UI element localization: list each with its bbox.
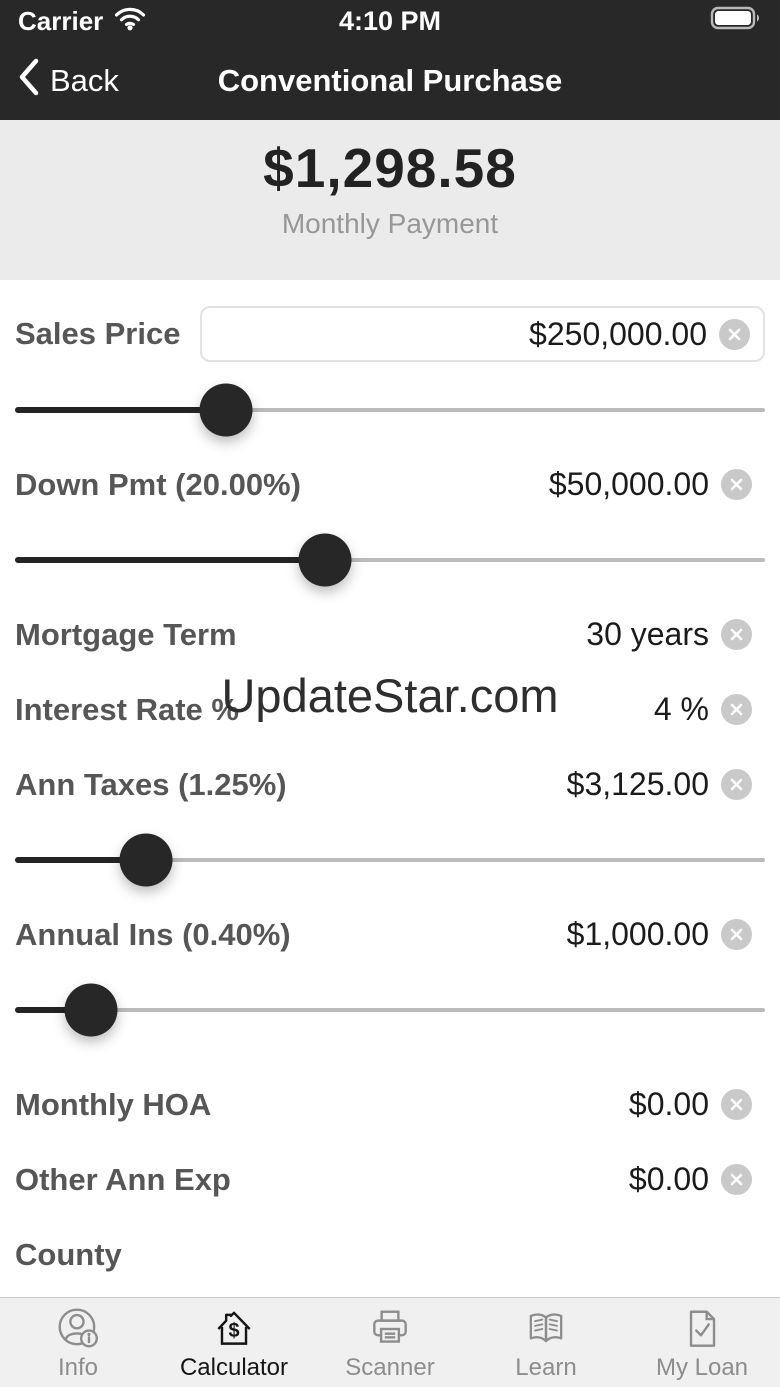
tab-my-loan[interactable]: My Loan	[624, 1298, 780, 1387]
field-value-other-annual-exp[interactable]: $0.00	[628, 1161, 709, 1197]
slider-track[interactable]	[15, 406, 765, 413]
field-row-sales-price: Sales Price $250,000.00	[0, 296, 780, 372]
status-bar: Carrier 4:10 PM	[0, 0, 780, 42]
nav-bar: Conventional Purchase Back	[0, 42, 780, 120]
field-label-mortgage-term: Mortgage Term	[15, 616, 237, 652]
field-row-interest-rate: Interest Rate % 4 %	[0, 672, 780, 747]
clear-icon-annual-taxes[interactable]	[721, 769, 752, 800]
field-label-annual-taxes: Ann Taxes (1.25%)	[15, 766, 287, 802]
field-label-down-payment: Down Pmt (20.00%)	[15, 466, 301, 502]
field-row-annual-insurance: Annual Ins (0.40%) $1,000.00	[0, 897, 780, 972]
field-row-mortgage-term: Mortgage Term 30 years	[0, 597, 780, 672]
field-label-interest-rate: Interest Rate %	[15, 691, 239, 727]
person-info-icon	[55, 1306, 101, 1352]
clock: 4:10 PM	[338, 5, 442, 36]
clear-icon-other-annual-exp[interactable]	[721, 1164, 752, 1195]
payment-summary: $1,298.58 Monthly Payment	[0, 120, 780, 280]
field-value-down-payment[interactable]: $50,000.00	[548, 466, 709, 502]
house-dollar-icon: $	[211, 1306, 257, 1352]
top-chrome: Carrier 4:10 PM	[0, 0, 780, 120]
tab-learn[interactable]: Learn	[468, 1298, 624, 1387]
carrier-label: Carrier	[18, 5, 104, 36]
field-value-interest-rate[interactable]: 4 %	[653, 691, 709, 727]
field-value-sales-price: $250,000.00	[529, 315, 707, 352]
clear-icon-down-payment[interactable]	[721, 469, 752, 500]
svg-text:$: $	[228, 1320, 239, 1342]
slider-down-payment[interactable]	[0, 522, 780, 597]
clear-icon-annual-insurance[interactable]	[721, 919, 752, 950]
slider-annual-insurance[interactable]	[0, 972, 780, 1047]
wifi-icon	[113, 5, 147, 38]
field-value-annual-taxes[interactable]: $3,125.00	[566, 766, 709, 802]
chevron-left-icon	[18, 58, 40, 104]
field-label-sales-price: Sales Price	[15, 316, 181, 351]
slider-thumb-sales-price[interactable]	[199, 383, 253, 436]
slider-thumb-annual-insurance[interactable]	[64, 983, 118, 1036]
tab-label: My Loan	[655, 1354, 749, 1381]
field-label-other-annual-exp: Other Ann Exp	[15, 1161, 231, 1197]
slider-thumb-down-payment[interactable]	[298, 533, 352, 586]
slider-track[interactable]	[15, 856, 765, 863]
tab-scanner[interactable]: Scanner	[312, 1298, 468, 1387]
slider-sales-price[interactable]	[0, 372, 780, 447]
slider-annual-taxes[interactable]	[0, 822, 780, 897]
monthly-payment-caption: Monthly Payment	[281, 208, 499, 239]
slider-thumb-annual-taxes[interactable]	[119, 833, 173, 886]
field-label-annual-insurance: Annual Ins (0.40%)	[15, 916, 291, 952]
slider-track[interactable]	[15, 1006, 765, 1013]
field-label-monthly-hoa: Monthly HOA	[15, 1086, 212, 1122]
slider-track[interactable]	[15, 556, 765, 563]
field-value-mortgage-term[interactable]: 30 years	[586, 616, 709, 652]
back-button[interactable]: Back	[18, 58, 119, 104]
field-value-monthly-hoa[interactable]: $0.00	[628, 1086, 709, 1122]
back-label: Back	[50, 63, 119, 98]
slider-fill	[15, 406, 226, 413]
tab-label: Scanner	[345, 1354, 435, 1381]
field-row-monthly-hoa: Monthly HOA $0.00	[0, 1067, 780, 1142]
slider-fill	[15, 856, 147, 863]
tab-label: Info	[57, 1354, 99, 1381]
field-row-down-payment: Down Pmt (20.00%) $50,000.00	[0, 447, 780, 522]
field-label-county: County	[15, 1236, 122, 1272]
document-check-icon	[679, 1306, 725, 1352]
input-sales-price[interactable]: $250,000.00	[200, 306, 765, 362]
calculator-form: Sales Price $250,000.00 Down Pmt (20.00%) $…	[0, 280, 780, 1292]
slider-fill	[15, 1006, 91, 1013]
clear-icon-monthly-hoa[interactable]	[721, 1089, 752, 1120]
clear-icon-sales-price[interactable]	[719, 318, 750, 350]
tab-calculator[interactable]: $ Calculator	[156, 1298, 312, 1387]
open-book-icon	[523, 1306, 569, 1352]
printer-icon	[367, 1306, 413, 1352]
field-row-other-annual-exp: Other Ann Exp $0.00	[0, 1142, 780, 1217]
field-value-annual-insurance[interactable]: $1,000.00	[566, 916, 709, 952]
tab-bar: Info $ Calculator	[0, 1297, 780, 1387]
tab-label: Learn	[515, 1354, 577, 1381]
field-row-annual-taxes: Ann Taxes (1.25%) $3,125.00	[0, 747, 780, 822]
page-title: Conventional Purchase	[217, 63, 563, 98]
tab-info[interactable]: Info	[0, 1298, 156, 1387]
tab-label: Calculator	[179, 1354, 289, 1381]
battery-full-icon	[710, 5, 762, 38]
clear-icon-mortgage-term[interactable]	[721, 619, 752, 650]
clear-icon-interest-rate[interactable]	[721, 694, 752, 725]
slider-fill	[15, 556, 325, 563]
monthly-payment-amount: $1,298.58	[263, 137, 517, 199]
field-row-county: County	[0, 1217, 780, 1292]
